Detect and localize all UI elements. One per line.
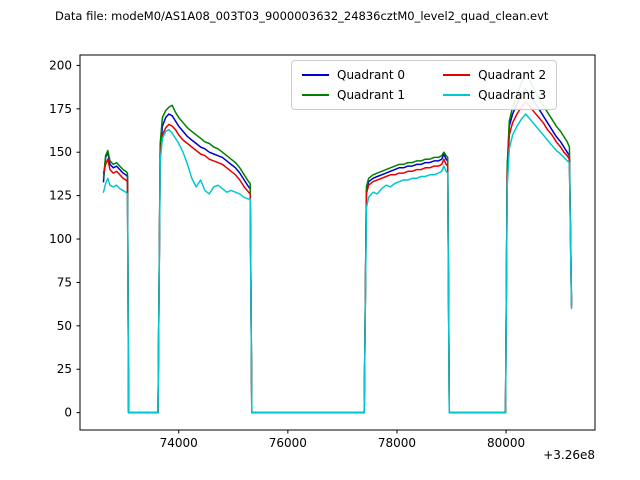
legend-item-quadrant-0: Quadrant 0: [302, 68, 405, 82]
legend-line-sample: [443, 94, 471, 96]
legend-label: Quadrant 0: [337, 68, 406, 82]
legend-label: Quadrant 3: [478, 88, 547, 102]
x-axis-offset-label: +3.26e8: [543, 448, 595, 462]
x-tick-label: 76000: [269, 436, 307, 450]
y-tick-label: 75: [57, 275, 72, 289]
legend-label: Quadrant 1: [337, 88, 406, 102]
y-tick-label: 50: [57, 319, 72, 333]
y-tick-label: 175: [49, 102, 72, 116]
legend-line-sample: [443, 74, 471, 76]
y-tick-label: 150: [49, 145, 72, 159]
axes-frame: [79, 54, 596, 431]
y-tick-label: 0: [64, 406, 72, 420]
legend-label: Quadrant 2: [478, 68, 547, 82]
y-tick-label: 100: [49, 232, 72, 246]
x-tick-label: 78000: [378, 436, 416, 450]
series-line-quadrant-3: [102, 113, 573, 414]
y-tick-label: 25: [57, 362, 72, 376]
legend-item-quadrant-1: Quadrant 1: [302, 88, 405, 102]
y-tick-label: 125: [49, 189, 72, 203]
y-tick-label: 200: [49, 58, 72, 72]
legend-item-quadrant-3: Quadrant 3: [443, 88, 546, 102]
x-tick-label: 74000: [160, 436, 198, 450]
chart-title: Data file: modeM0/AS1A08_003T03_90000036…: [55, 9, 549, 23]
x-tick-label: 80000: [487, 436, 525, 450]
legend: Quadrant 0 Quadrant 1 Quadrant 2 Quadrant 3: [291, 60, 558, 110]
legend-line-sample: [302, 94, 329, 96]
legend-line-sample: [302, 74, 329, 76]
legend-item-quadrant-2: Quadrant 2: [443, 68, 546, 82]
